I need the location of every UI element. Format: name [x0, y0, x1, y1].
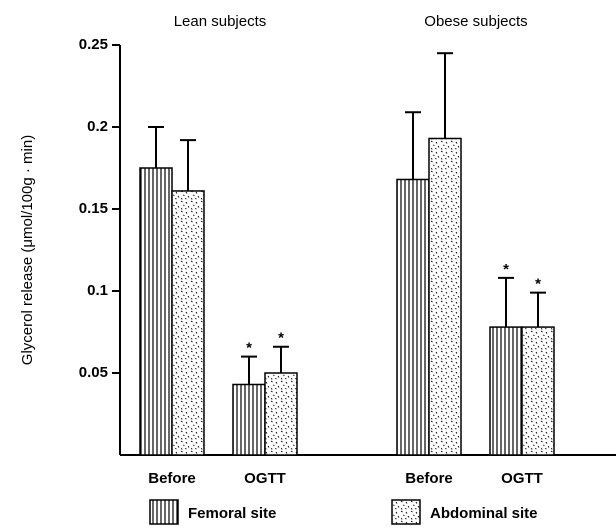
group-label: Obese subjects — [424, 13, 527, 30]
x-tick-label: OGTT — [244, 470, 286, 487]
legend-label: Femoral site — [188, 505, 276, 522]
y-tick-label: 0.2 — [87, 118, 108, 135]
x-tick-label: Before — [148, 470, 196, 487]
legend-swatch — [391, 499, 421, 525]
x-tick-label: OGTT — [501, 470, 543, 487]
y-tick-label: 0.25 — [79, 36, 108, 53]
significance-mark: * — [535, 276, 541, 293]
significance-mark: * — [503, 261, 509, 278]
y-tick-label: 0.05 — [79, 364, 108, 381]
significance-mark: * — [246, 340, 252, 357]
bar — [396, 178, 430, 456]
bar — [521, 326, 555, 456]
bar — [232, 383, 266, 456]
bar — [264, 372, 298, 456]
group-label: Lean subjects — [174, 13, 267, 30]
bar — [171, 190, 205, 456]
bar — [139, 167, 173, 456]
significance-mark: * — [278, 330, 284, 347]
y-axis-label: Glycerol release (μmol/100g · min) — [19, 135, 36, 365]
y-tick-label: 0.15 — [79, 200, 108, 217]
bar — [489, 326, 523, 456]
legend-label: Abdominal site — [430, 505, 538, 522]
y-tick-label: 0.1 — [87, 282, 108, 299]
legend-swatch — [149, 499, 179, 525]
bar — [428, 137, 462, 456]
x-tick-label: Before — [405, 470, 453, 487]
